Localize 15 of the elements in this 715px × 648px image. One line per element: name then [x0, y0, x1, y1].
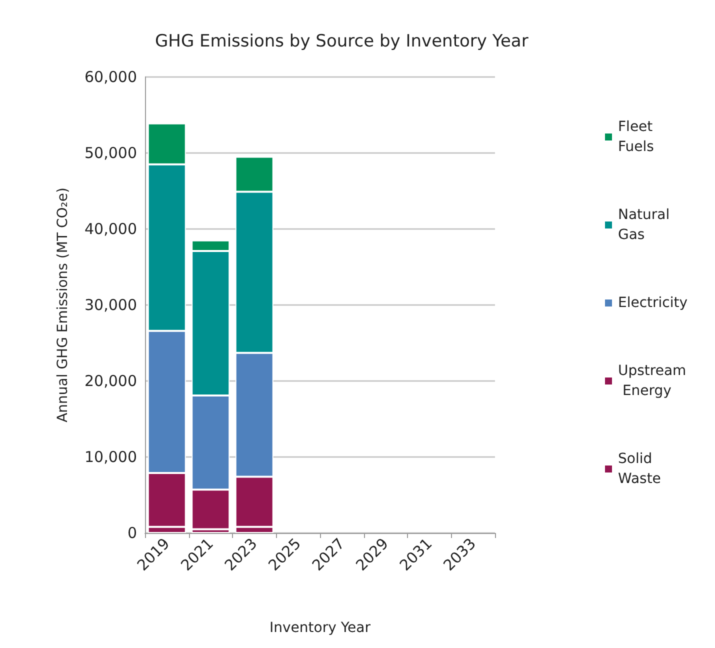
legend-label: Upstream Energy — [618, 363, 686, 399]
y-tick-label: 40,000 — [84, 220, 137, 238]
y-tick-label: 0 — [127, 524, 137, 542]
legend-label: Solid Waste — [618, 451, 661, 487]
y-tick-label: 10,000 — [84, 448, 137, 466]
y-tick-label: 30,000 — [84, 296, 137, 314]
legend-label: Electricity — [618, 295, 688, 311]
legend-label: Natural Gas — [618, 207, 674, 243]
y-axis-title: Annual GHG Emissions (MT CO₂e) — [55, 188, 71, 422]
y-tick-label: 60,000 — [84, 68, 137, 86]
y-tick-label: 20,000 — [84, 372, 137, 390]
x-axis-title: Inventory Year — [270, 620, 371, 636]
chart-title: GHG Emissions by Source by Inventory Year — [155, 32, 528, 52]
legend-label: Fleet Fuels — [618, 119, 658, 155]
y-tick-label: 50,000 — [84, 144, 137, 162]
